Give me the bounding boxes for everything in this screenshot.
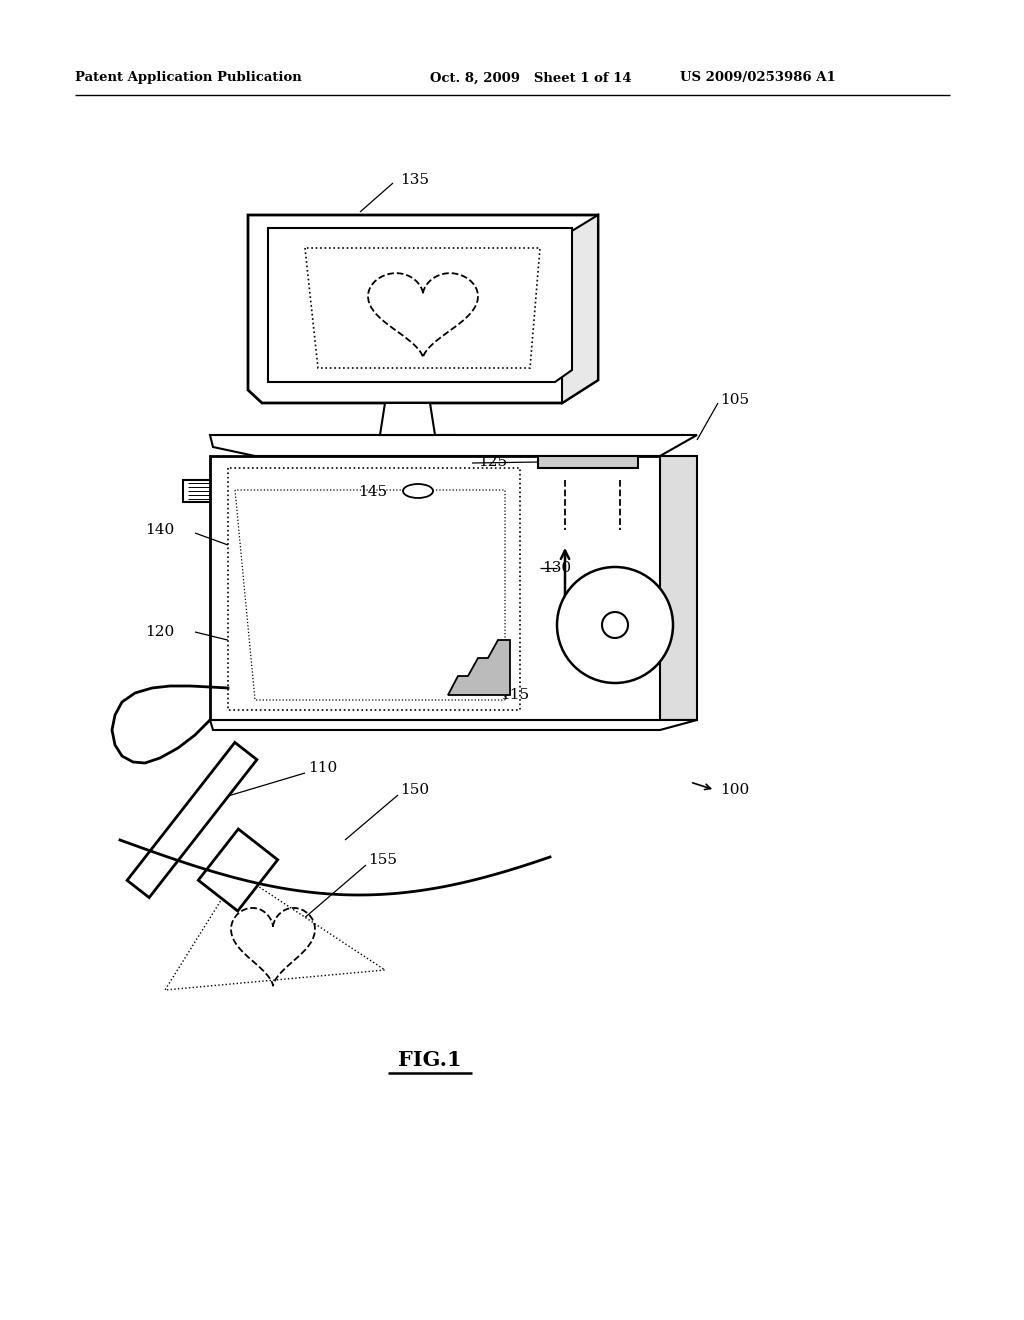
Polygon shape xyxy=(305,248,540,368)
Polygon shape xyxy=(268,228,572,381)
Text: 155: 155 xyxy=(368,853,397,867)
Ellipse shape xyxy=(403,484,433,498)
Polygon shape xyxy=(210,719,697,730)
Text: Patent Application Publication: Patent Application Publication xyxy=(75,71,302,84)
Polygon shape xyxy=(562,215,598,403)
Text: 130: 130 xyxy=(542,561,571,576)
Polygon shape xyxy=(248,215,598,403)
Text: 145: 145 xyxy=(358,484,387,499)
Circle shape xyxy=(602,612,628,638)
Text: 100: 100 xyxy=(720,783,750,797)
Polygon shape xyxy=(449,640,510,696)
Polygon shape xyxy=(660,455,697,719)
Polygon shape xyxy=(228,469,520,710)
Text: 120: 120 xyxy=(145,624,174,639)
Polygon shape xyxy=(210,455,660,719)
Text: 150: 150 xyxy=(400,783,429,797)
Text: 110: 110 xyxy=(308,762,337,775)
Polygon shape xyxy=(538,455,638,469)
Circle shape xyxy=(557,568,673,682)
Polygon shape xyxy=(127,742,257,898)
Polygon shape xyxy=(183,480,697,502)
Text: 125: 125 xyxy=(478,455,507,469)
Polygon shape xyxy=(165,873,385,990)
Polygon shape xyxy=(380,403,435,436)
Text: 140: 140 xyxy=(145,523,174,537)
Text: US 2009/0253986 A1: US 2009/0253986 A1 xyxy=(680,71,836,84)
Text: Oct. 8, 2009   Sheet 1 of 14: Oct. 8, 2009 Sheet 1 of 14 xyxy=(430,71,632,84)
Polygon shape xyxy=(210,436,697,455)
Polygon shape xyxy=(199,829,278,911)
Text: FIG.1: FIG.1 xyxy=(398,1049,462,1071)
Text: 115: 115 xyxy=(500,688,529,702)
Text: 135: 135 xyxy=(400,173,429,187)
Text: 105: 105 xyxy=(720,393,750,407)
